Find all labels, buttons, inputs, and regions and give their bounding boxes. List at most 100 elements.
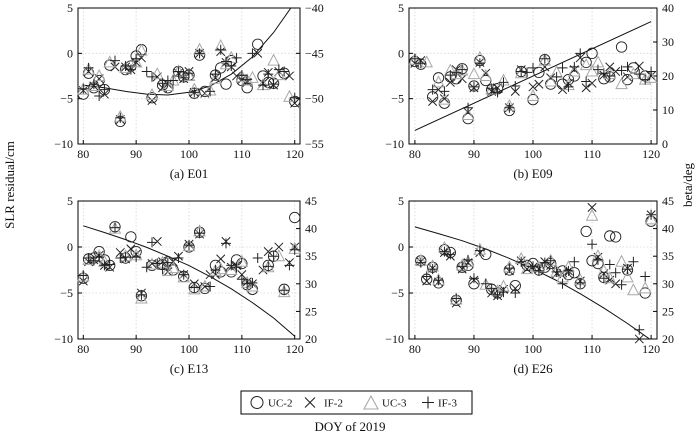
marker-uc3 — [187, 282, 201, 295]
y-tick-label: −5 — [60, 286, 73, 300]
marker-if3 — [480, 278, 491, 289]
marker-if3 — [194, 228, 205, 239]
marker-if3 — [173, 66, 184, 77]
marker-uc2 — [627, 62, 640, 74]
marker-if3 — [178, 72, 189, 83]
marker-if3 — [178, 269, 189, 280]
marker-if3 — [592, 254, 603, 265]
marker-if3 — [168, 75, 179, 86]
marker-if3 — [221, 56, 231, 67]
marker-if3 — [474, 58, 485, 69]
marker-if3 — [152, 258, 163, 269]
marker-if3 — [258, 80, 268, 91]
panel-e01: 80 90 100 110 120−10−505−55−50−45−40(a) E01 — [54, 1, 324, 181]
marker-if3 — [486, 283, 497, 294]
marker-if3 — [226, 260, 237, 271]
marker-if3 — [421, 271, 432, 282]
y2-tick-label: 40 — [662, 222, 674, 236]
marker-if3 — [427, 84, 438, 95]
marker-if3 — [457, 64, 468, 75]
x-tick-label: 80 — [77, 342, 89, 356]
x-tick-label: 90 — [130, 342, 142, 356]
marker-uc3 — [150, 67, 164, 80]
x-tick-label: 110 — [583, 147, 601, 161]
y-tick-label: 0 — [398, 240, 404, 254]
marker-if3 — [205, 86, 216, 97]
marker-if3 — [463, 254, 474, 265]
marker-uc3 — [615, 77, 628, 90]
marker-if3 — [445, 70, 456, 81]
marker-if3 — [551, 71, 562, 82]
marker-if3 — [504, 263, 515, 274]
marker-if3 — [279, 66, 290, 77]
x-tick-label: 80 — [409, 147, 421, 161]
marker-if2 — [158, 257, 168, 267]
marker-if2 — [540, 62, 550, 72]
marker-if3 — [610, 267, 621, 278]
marker-if3 — [157, 78, 168, 89]
y2-tick-label: 35 — [305, 249, 317, 263]
marker-if2 — [587, 202, 597, 212]
marker-if3 — [616, 65, 627, 76]
y2-tick-label: −45 — [305, 46, 324, 60]
marker-uc3 — [272, 249, 286, 262]
marker-uc3 — [177, 270, 191, 283]
marker-uc3 — [526, 88, 540, 101]
marker-if3 — [83, 62, 94, 73]
y2-tick-label: 0 — [662, 137, 668, 151]
marker-uc2 — [146, 92, 158, 104]
marker-uc3 — [432, 75, 445, 88]
marker-uc3 — [145, 87, 159, 101]
marker-if3 — [504, 102, 515, 113]
y-tick-label: 0 — [398, 46, 404, 60]
marker-if3 — [231, 262, 242, 273]
marker-uc3 — [209, 71, 222, 84]
y-tick-label: −5 — [391, 92, 404, 106]
marker-if3 — [468, 81, 479, 92]
panel-e26: 80 90 100 110 120 −10 −5 0 5 20 25 30 35 40 45 (d) E26 — [385, 194, 674, 376]
marker-if3 — [289, 92, 300, 103]
y2-tick-label: 20 — [662, 332, 674, 346]
marker-if3 — [205, 281, 216, 292]
marker-uc3 — [219, 57, 233, 70]
y-tick-label: −10 — [54, 332, 73, 346]
marker-uc2 — [215, 62, 227, 74]
panel-title: (c) E13 — [170, 361, 209, 376]
y-tick-label: −10 — [54, 137, 73, 151]
x-axis-label: DOY of 2019 — [314, 419, 385, 434]
marker-uc3 — [224, 262, 238, 275]
marker-if3 — [516, 66, 527, 77]
marker-if3 — [451, 67, 462, 78]
marker-if3 — [247, 48, 258, 59]
marker-if3 — [528, 261, 538, 272]
x-tick-label: 80 — [77, 147, 89, 161]
marker-if3 — [157, 264, 168, 275]
marker-uc3 — [621, 270, 634, 283]
marker-if3 — [263, 261, 274, 272]
marker-if3 — [622, 264, 633, 275]
marker-if3 — [215, 44, 226, 55]
y-tick-label: −5 — [391, 286, 404, 300]
marker-if3 — [628, 256, 639, 267]
marker-if3 — [115, 112, 126, 123]
marker-if3 — [147, 71, 157, 82]
marker-if2 — [581, 83, 591, 93]
marker-if3 — [557, 62, 568, 73]
legend-item-if3: IF-3 — [422, 396, 457, 410]
marker-if3 — [173, 253, 184, 264]
marker-if3 — [141, 262, 152, 273]
marker-if3 — [110, 55, 120, 66]
marker-if2 — [290, 98, 300, 108]
marker-uc3 — [277, 285, 291, 298]
marker-uc3 — [603, 271, 617, 284]
marker-if3 — [252, 253, 263, 264]
marker-uc3 — [585, 208, 599, 221]
marker-if3 — [516, 256, 527, 267]
marker-if3 — [468, 273, 479, 284]
x-tick-label: 100 — [524, 147, 542, 161]
marker-uc3 — [461, 254, 475, 267]
y-axis-label-right: beta/deg — [680, 162, 695, 207]
marker-if3 — [587, 239, 598, 250]
marker-if3 — [445, 249, 456, 260]
y2-tick-label: 30 — [662, 35, 674, 49]
